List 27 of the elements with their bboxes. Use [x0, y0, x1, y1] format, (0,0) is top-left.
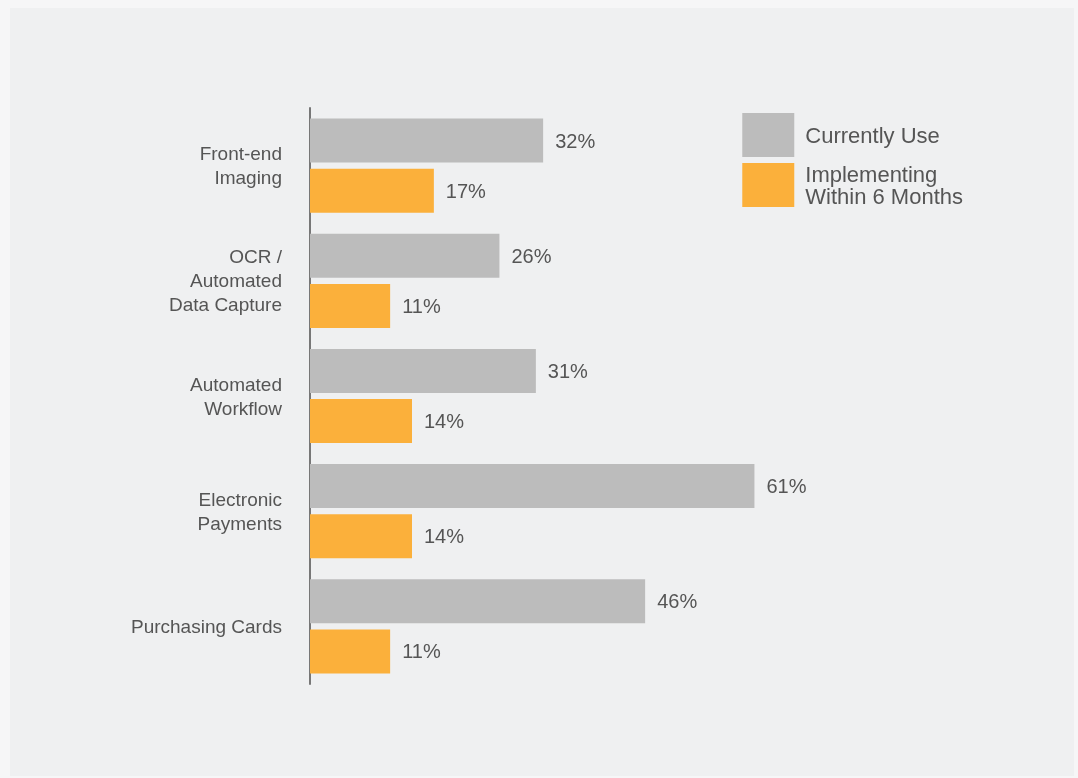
data-label: 14% [424, 410, 465, 433]
y-tick-label: OCR / Automated Data Capture [168, 246, 283, 316]
data-label: 26% [511, 244, 552, 267]
data-label: 17% [445, 179, 487, 202]
legend-label: Implementing Within 6 Months [805, 161, 964, 209]
data-label: 46% [657, 590, 698, 613]
bar [310, 118, 544, 163]
data-label: 61% [766, 475, 807, 498]
data-label: 11% [402, 640, 441, 663]
y-tick-label: Front-end Imaging [199, 143, 282, 189]
data-label: 32% [555, 129, 596, 152]
y-tick-label: Electronic Payments [197, 488, 282, 534]
data-label: 14% [424, 525, 465, 548]
data-label: 31% [547, 359, 589, 382]
bar [310, 514, 412, 559]
bar [310, 348, 536, 393]
y-tick-label: Purchasing Cards [130, 615, 282, 637]
bar [310, 168, 434, 213]
bar [310, 399, 412, 444]
bar [310, 283, 391, 328]
legend-label: Currently Use [805, 122, 940, 148]
data-label: 11% [402, 294, 441, 317]
bar [310, 579, 646, 624]
bar [310, 464, 755, 509]
bar [310, 629, 391, 674]
y-tick-label: Automated Workflow [190, 373, 283, 419]
bar [310, 233, 500, 278]
